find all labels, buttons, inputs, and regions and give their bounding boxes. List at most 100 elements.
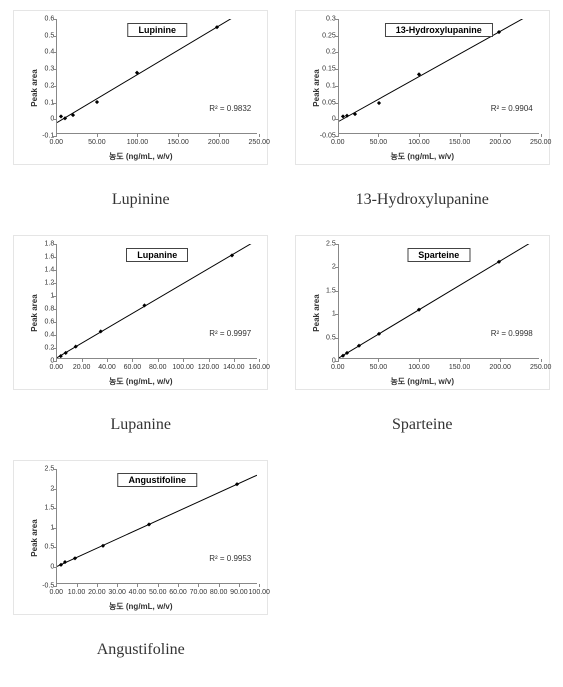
- y-tick-label: 0.6: [32, 319, 54, 326]
- x-tick-mark: [460, 359, 461, 362]
- x-tick-mark: [239, 584, 240, 587]
- x-tick-mark: [137, 584, 138, 587]
- x-tick-label: 70.00: [190, 589, 208, 596]
- data-marker: [235, 482, 239, 486]
- x-tick-mark: [259, 359, 260, 362]
- y-tick-label: 0.1: [314, 82, 336, 89]
- y-tick-label: 0.5: [314, 334, 336, 341]
- y-tick-mark: [53, 119, 56, 120]
- x-tick-label: 200.00: [489, 139, 510, 146]
- y-tick-label: 1.5: [314, 287, 336, 294]
- x-tick-mark: [234, 359, 235, 362]
- y-tick-mark: [335, 69, 338, 70]
- plot-area: LupinineR² = 0.9832: [56, 19, 257, 134]
- x-tick-mark: [378, 359, 379, 362]
- y-tick-label: 1.2: [32, 280, 54, 287]
- x-tick-mark: [158, 584, 159, 587]
- y-tick-mark: [53, 244, 56, 245]
- y-tick-label: 0.2: [32, 345, 54, 352]
- chart-title: 13-Hydroxylupanine: [385, 23, 493, 37]
- y-tick-label: 2: [314, 264, 336, 271]
- x-tick-label: 50.00: [370, 364, 388, 371]
- chart-caption: Sparteine: [392, 416, 452, 434]
- y-tick-mark: [335, 86, 338, 87]
- y-tick-label: 0.3: [32, 66, 54, 73]
- chart-panel: SparteineR² = 0.9998Peak area농도 (ng/mL, …: [295, 235, 550, 390]
- chart-cell: LupanineR² = 0.9997Peak area농도 (ng/mL, w…: [10, 235, 272, 452]
- data-marker: [59, 114, 63, 118]
- x-tick-mark: [209, 359, 210, 362]
- y-tick-mark: [53, 567, 56, 568]
- x-tick-mark: [419, 134, 420, 137]
- data-marker: [377, 101, 381, 105]
- regression-line: [57, 475, 257, 566]
- x-tick-mark: [338, 134, 339, 137]
- data-marker: [73, 556, 77, 560]
- x-tick-label: 20.00: [88, 589, 106, 596]
- x-tick-label: 20.00: [73, 364, 91, 371]
- y-tick-mark: [53, 257, 56, 258]
- x-axis-label: 농도 (ng/mL, w/v): [296, 151, 549, 162]
- x-tick-mark: [541, 359, 542, 362]
- y-tick-mark: [335, 119, 338, 120]
- x-tick-label: 100.00: [249, 589, 270, 596]
- x-tick-label: 50.00: [149, 589, 167, 596]
- y-tick-mark: [335, 19, 338, 20]
- y-tick-mark: [53, 283, 56, 284]
- r-squared-label: R² = 0.9832: [209, 104, 251, 113]
- y-tick-mark: [53, 69, 56, 70]
- x-tick-label: 200.00: [208, 139, 229, 146]
- y-tick-label: 0.4: [32, 332, 54, 339]
- x-tick-label: 140.00: [223, 364, 244, 371]
- y-tick-label: 0.3: [314, 16, 336, 23]
- y-tick-label: 0.25: [314, 32, 336, 39]
- r-squared-label: R² = 0.9997: [209, 329, 251, 338]
- x-tick-mark: [97, 584, 98, 587]
- y-tick-label: 1.5: [32, 505, 54, 512]
- chart-cell: AngustifolineR² = 0.9953Peak area농도 (ng/…: [10, 460, 272, 677]
- y-tick-mark: [53, 36, 56, 37]
- y-tick-mark: [53, 19, 56, 20]
- chart-panel: AngustifolineR² = 0.9953Peak area농도 (ng/…: [13, 460, 268, 615]
- x-tick-mark: [56, 134, 57, 137]
- x-tick-label: 150.00: [167, 139, 188, 146]
- plot-area: LupanineR² = 0.9997: [56, 244, 257, 359]
- x-tick-mark: [378, 134, 379, 137]
- plot-area: SparteineR² = 0.9998: [338, 244, 539, 359]
- y-tick-mark: [53, 296, 56, 297]
- y-tick-mark: [335, 267, 338, 268]
- x-axis-label: 농도 (ng/mL, w/v): [14, 376, 267, 387]
- data-marker: [95, 100, 99, 104]
- x-tick-mark: [56, 584, 57, 587]
- x-tick-mark: [158, 359, 159, 362]
- x-tick-label: 250.00: [530, 364, 551, 371]
- data-marker: [59, 563, 63, 567]
- x-tick-label: 100.00: [127, 139, 148, 146]
- y-tick-mark: [335, 244, 338, 245]
- x-tick-label: 80.00: [149, 364, 167, 371]
- x-tick-label: 250.00: [530, 139, 551, 146]
- y-tick-mark: [335, 103, 338, 104]
- x-tick-mark: [107, 359, 108, 362]
- x-tick-mark: [219, 584, 220, 587]
- y-tick-mark: [53, 270, 56, 271]
- y-tick-label: 0.6: [32, 16, 54, 23]
- y-tick-label: 0.05: [314, 99, 336, 106]
- x-axis-label: 농도 (ng/mL, w/v): [14, 151, 267, 162]
- chart-cell: SparteineR² = 0.9998Peak area농도 (ng/mL, …: [292, 235, 554, 452]
- x-tick-mark: [132, 359, 133, 362]
- x-tick-label: 60.00: [169, 589, 187, 596]
- y-tick-label: 2.5: [314, 241, 336, 248]
- x-tick-label: 100.00: [172, 364, 193, 371]
- chart-caption: Lupanine: [111, 416, 171, 434]
- x-tick-label: 0.00: [331, 139, 345, 146]
- data-marker: [147, 522, 151, 526]
- y-tick-mark: [335, 314, 338, 315]
- x-tick-label: 50.00: [88, 139, 106, 146]
- x-tick-mark: [541, 134, 542, 137]
- y-tick-label: 0: [314, 116, 336, 123]
- y-tick-label: 0.8: [32, 306, 54, 313]
- x-tick-label: 30.00: [108, 589, 126, 596]
- y-tick-label: 0.5: [32, 32, 54, 39]
- x-tick-mark: [183, 359, 184, 362]
